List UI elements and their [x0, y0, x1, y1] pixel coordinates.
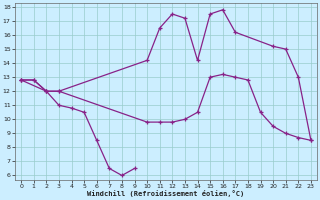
- X-axis label: Windchill (Refroidissement éolien,°C): Windchill (Refroidissement éolien,°C): [87, 190, 245, 197]
